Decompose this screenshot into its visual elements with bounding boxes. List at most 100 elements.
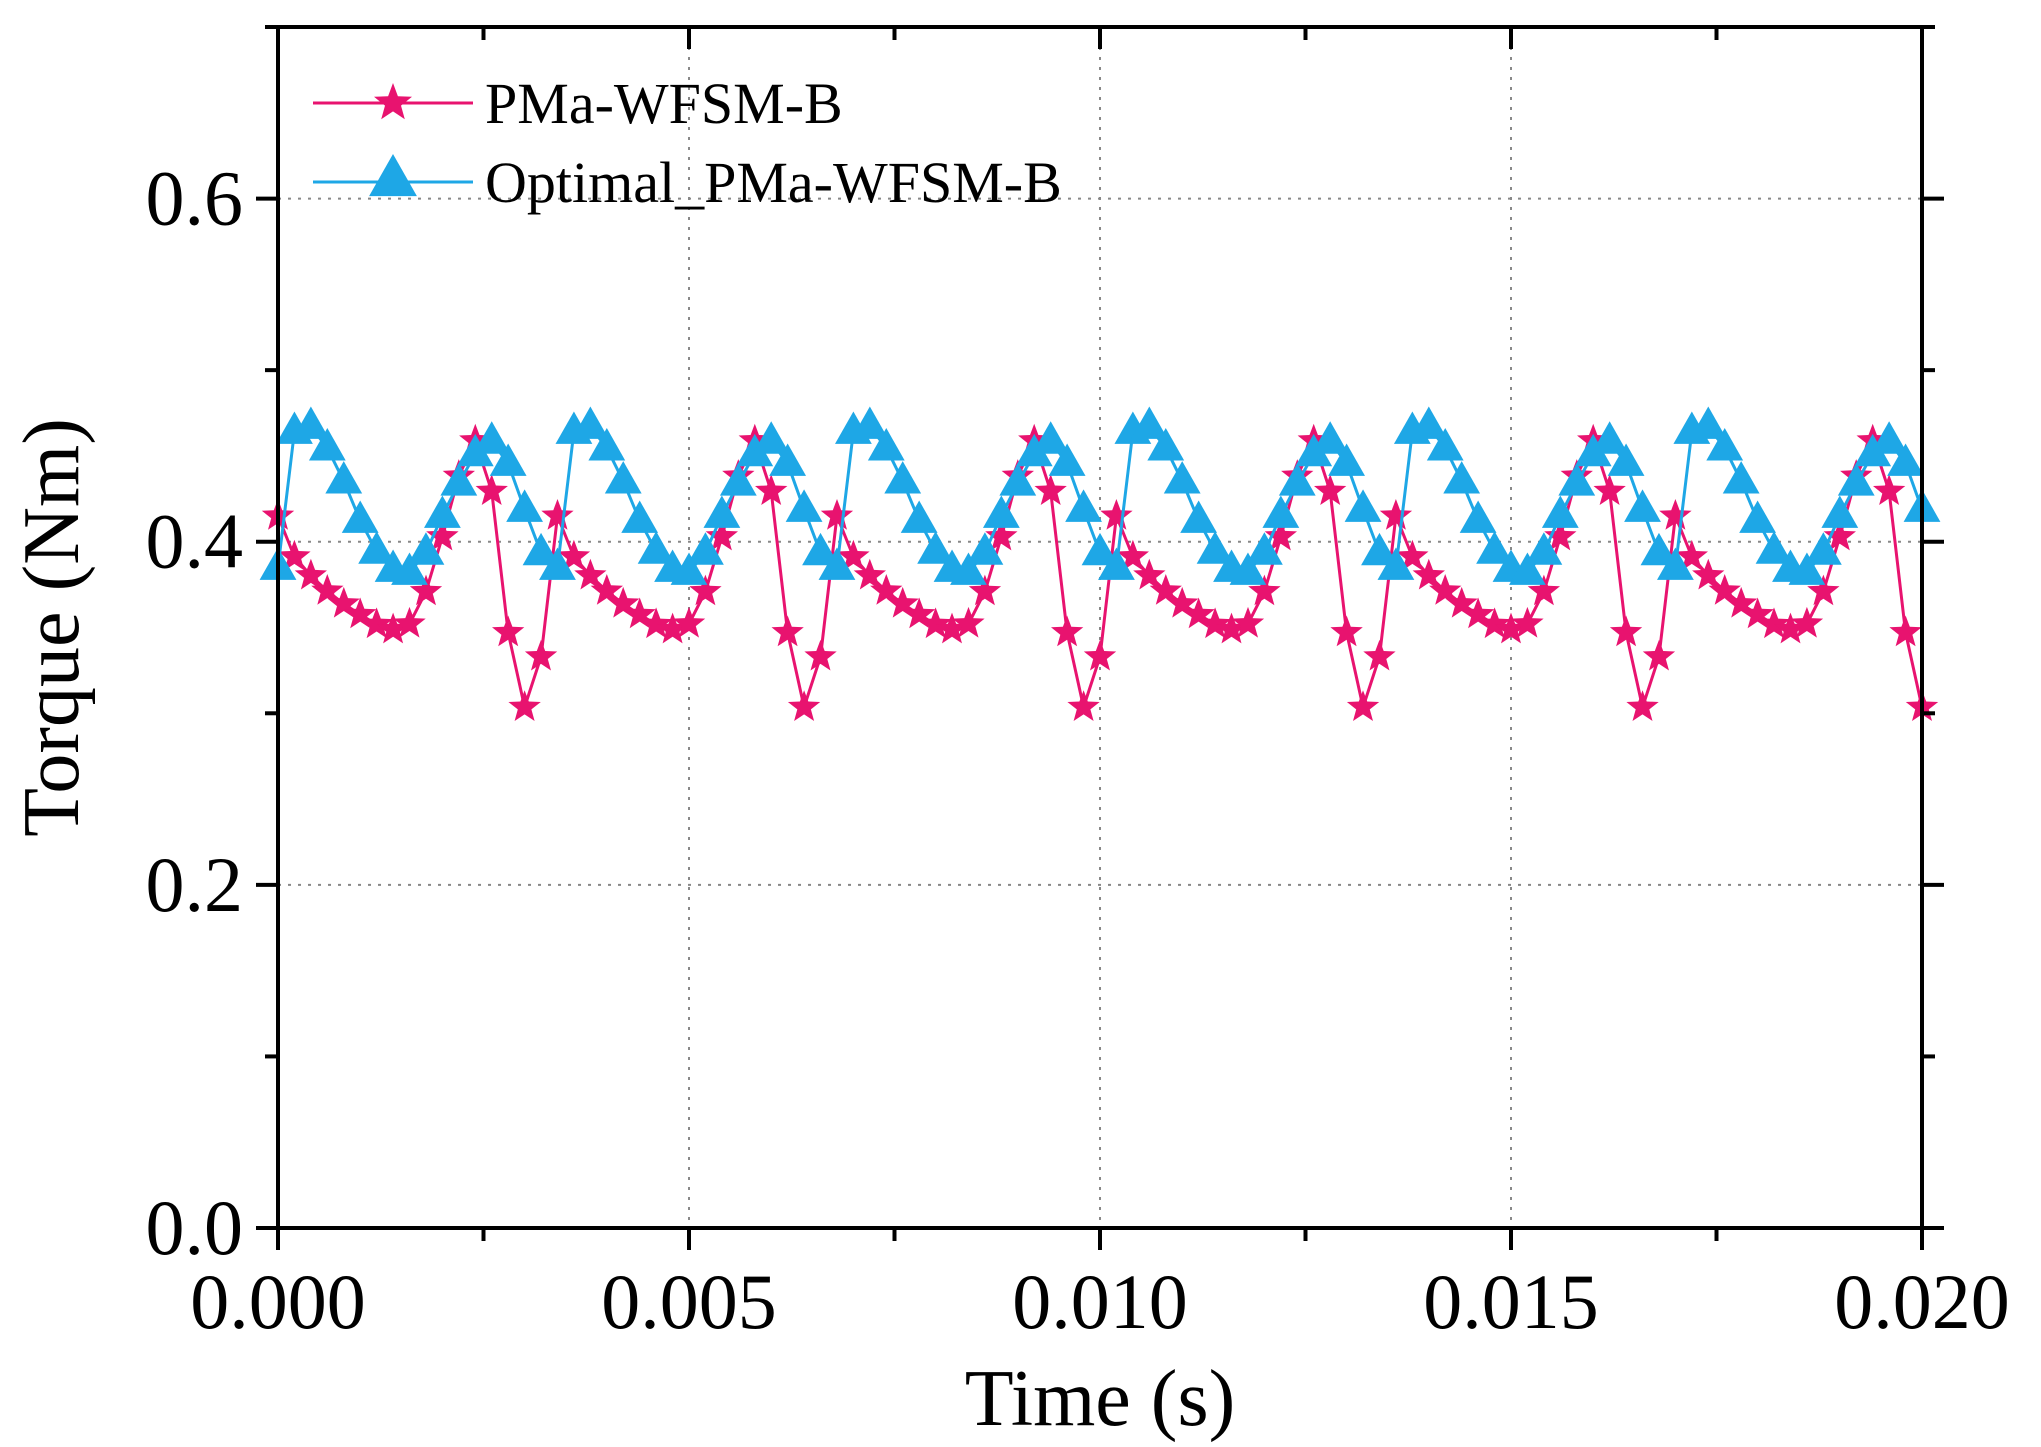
triangle-point <box>917 531 954 564</box>
star-point <box>1067 690 1100 721</box>
triangle-point <box>966 532 1004 565</box>
star-point <box>705 519 738 551</box>
x-tick-label: 0.005 <box>601 1258 777 1345</box>
star-point <box>1182 597 1215 629</box>
triangle-point <box>802 532 839 566</box>
star-point <box>689 574 722 606</box>
triangle-point <box>637 531 675 564</box>
triangle-point <box>1426 428 1464 461</box>
x-tick-label: 0.015 <box>1423 1258 1599 1345</box>
star-point <box>1692 558 1725 590</box>
star-point <box>393 606 426 638</box>
star-point <box>968 574 1002 606</box>
triangle-point <box>1130 406 1168 439</box>
star-point <box>1133 558 1166 590</box>
triangle-point <box>1525 532 1563 565</box>
star-point <box>1231 606 1265 638</box>
triangle-point <box>456 433 494 467</box>
star-point <box>1725 586 1758 618</box>
star-point <box>1429 574 1462 605</box>
star-point <box>1248 574 1281 606</box>
star-point <box>771 615 804 647</box>
triangle-point <box>1739 500 1776 533</box>
triangle-point <box>1377 547 1415 580</box>
star-point <box>590 574 623 605</box>
star-point <box>409 574 443 606</box>
triangle-point <box>391 552 428 585</box>
star-point <box>1642 639 1676 671</box>
star-point <box>360 607 393 639</box>
triangle-point <box>703 495 741 528</box>
star-point <box>1314 474 1347 505</box>
star-point <box>755 474 788 505</box>
star-point <box>1511 606 1544 638</box>
triangle-point <box>1180 500 1218 533</box>
legend-star-marker-icon <box>374 83 412 120</box>
triangle-point <box>1328 443 1365 476</box>
triangle-point <box>1657 547 1694 580</box>
star-point <box>640 607 673 639</box>
triangle-point <box>604 461 642 494</box>
y-axis-label: Torque (Nm) <box>8 418 96 837</box>
triangle-point <box>752 421 790 454</box>
star-point <box>426 519 459 551</box>
triangle-point <box>1476 531 1513 564</box>
triangle-point <box>1541 495 1579 528</box>
star-point <box>1330 615 1363 647</box>
star-point <box>952 606 985 638</box>
star-point <box>672 606 706 638</box>
star-point <box>475 474 508 505</box>
star-point <box>1889 615 1922 647</box>
star-point <box>1396 539 1429 571</box>
triangle-point <box>1098 547 1135 580</box>
triangle-point <box>1032 421 1070 454</box>
legend: PMa-WFSM-B Optimal_PMa-WFSM-B <box>313 71 1062 215</box>
triangle-point <box>1147 428 1185 461</box>
triangle-point <box>900 500 938 533</box>
axis-ticks <box>256 25 1944 1250</box>
triangle-point <box>687 532 724 565</box>
triangle-point <box>1755 531 1793 564</box>
triangle-point <box>785 489 823 522</box>
triangle-point <box>719 463 757 496</box>
triangle-point <box>571 406 609 439</box>
star-point <box>327 586 360 618</box>
star-point <box>1100 499 1133 530</box>
legend-triangle-marker-icon <box>369 154 417 197</box>
triangle-point <box>1870 421 1908 454</box>
triangle-point <box>1558 463 1596 496</box>
star-point <box>1445 586 1478 618</box>
triangle-point <box>1821 495 1859 528</box>
star-point <box>376 612 410 644</box>
star-point <box>524 639 558 671</box>
triangle-point <box>358 531 396 564</box>
triangle-point <box>1410 406 1448 439</box>
triangle-point <box>506 489 543 522</box>
triangle-point <box>1081 532 1119 566</box>
triangle-point <box>440 463 478 496</box>
triangle-point <box>1722 461 1760 494</box>
star-point <box>886 586 919 618</box>
triangle-point <box>867 428 905 461</box>
triangle-point <box>1262 495 1300 528</box>
star-point <box>1264 519 1297 551</box>
triangle-point <box>407 532 445 565</box>
triangle-point <box>670 552 708 585</box>
triangle-point <box>884 461 922 494</box>
x-tick-label: 0.010 <box>1012 1258 1188 1345</box>
star-point <box>903 597 936 629</box>
star-point <box>1659 499 1692 530</box>
star-point <box>557 539 591 571</box>
triangle-point <box>1196 531 1234 564</box>
triangle-point <box>999 463 1037 496</box>
y-tick-label: 0.0 <box>146 1184 244 1271</box>
star-point <box>1494 612 1528 644</box>
triangle-point <box>1229 552 1267 585</box>
triangle-point <box>1837 463 1875 496</box>
star-point <box>1166 586 1199 618</box>
star-point <box>1363 639 1396 671</box>
star-point <box>311 574 344 605</box>
triangle-point <box>588 428 626 461</box>
triangle-point <box>950 552 987 585</box>
triangle-point <box>341 500 379 533</box>
